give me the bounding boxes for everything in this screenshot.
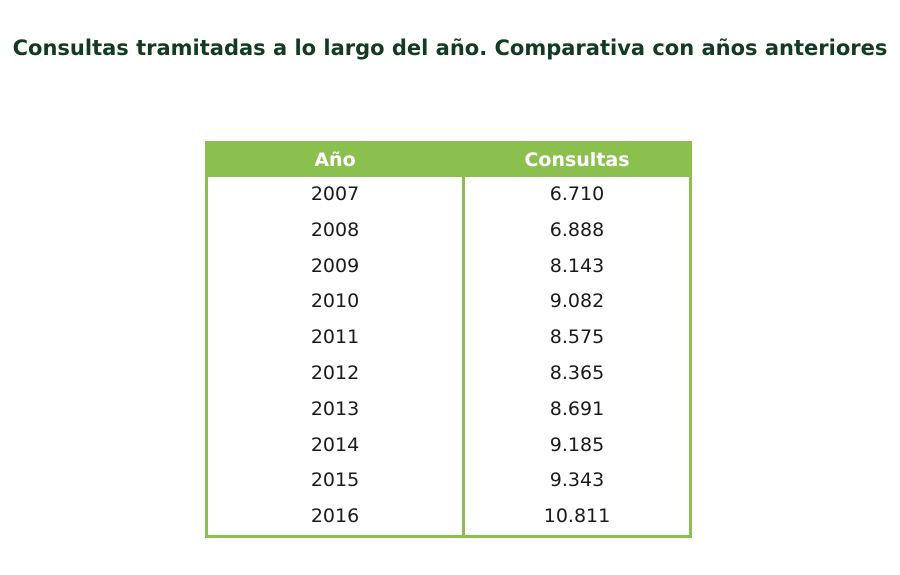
cell-consultas: 6.710: [549, 183, 605, 205]
table-row: 2009 8.143: [206, 248, 691, 285]
table-row: 2013 8.691: [206, 391, 691, 428]
cell-consultas: 8.691: [549, 397, 605, 420]
cell-year: 2015: [206, 463, 465, 500]
cell-year: 2010: [206, 284, 465, 321]
cell-year: 2014: [206, 427, 465, 464]
table-row: 2014 9.185: [206, 427, 691, 464]
table-row: 2012 8.365: [206, 355, 691, 392]
page-title: Consultas tramitadas a lo largo del año.…: [12, 36, 888, 60]
table-body: 2007 6.710 2008 6.888 2009 8.143 2010 9.…: [206, 177, 691, 537]
table-row: 2007 6.710: [206, 177, 691, 213]
cell-consultas: 9.185: [549, 433, 605, 456]
table-row: 2010 9.082: [206, 284, 691, 321]
cell-year: 2007: [206, 177, 465, 213]
cell-consultas: 9.082: [549, 290, 605, 313]
cell-consultas: 10.811: [543, 505, 611, 528]
table-row: 2016 10.811: [206, 499, 691, 537]
cell-year: 2009: [206, 248, 465, 285]
cell-consultas: 9.343: [549, 469, 605, 492]
cell-year: 2016: [206, 499, 465, 537]
cell-consultas: 6.888: [549, 218, 605, 241]
cell-year: 2012: [206, 355, 465, 392]
table-row: 2008 6.888: [206, 212, 691, 249]
column-header-year: Año: [206, 142, 465, 177]
cell-year: 2013: [206, 391, 465, 428]
table-header: Año Consultas: [206, 142, 691, 177]
table-row: 2011 8.575: [206, 320, 691, 356]
cell-consultas: 8.143: [549, 254, 605, 277]
cell-consultas: 8.575: [549, 326, 605, 349]
cell-consultas: 8.365: [549, 361, 605, 384]
cell-year: 2011: [206, 320, 465, 356]
cell-year: 2008: [206, 212, 465, 249]
table-row: 2015 9.343: [206, 463, 691, 500]
data-table: Año Consultas 2007 6.710 2008 6.888 2009…: [205, 141, 692, 538]
table-header-row: Año Consultas: [206, 142, 691, 177]
column-header-consultas: Consultas: [463, 142, 691, 177]
